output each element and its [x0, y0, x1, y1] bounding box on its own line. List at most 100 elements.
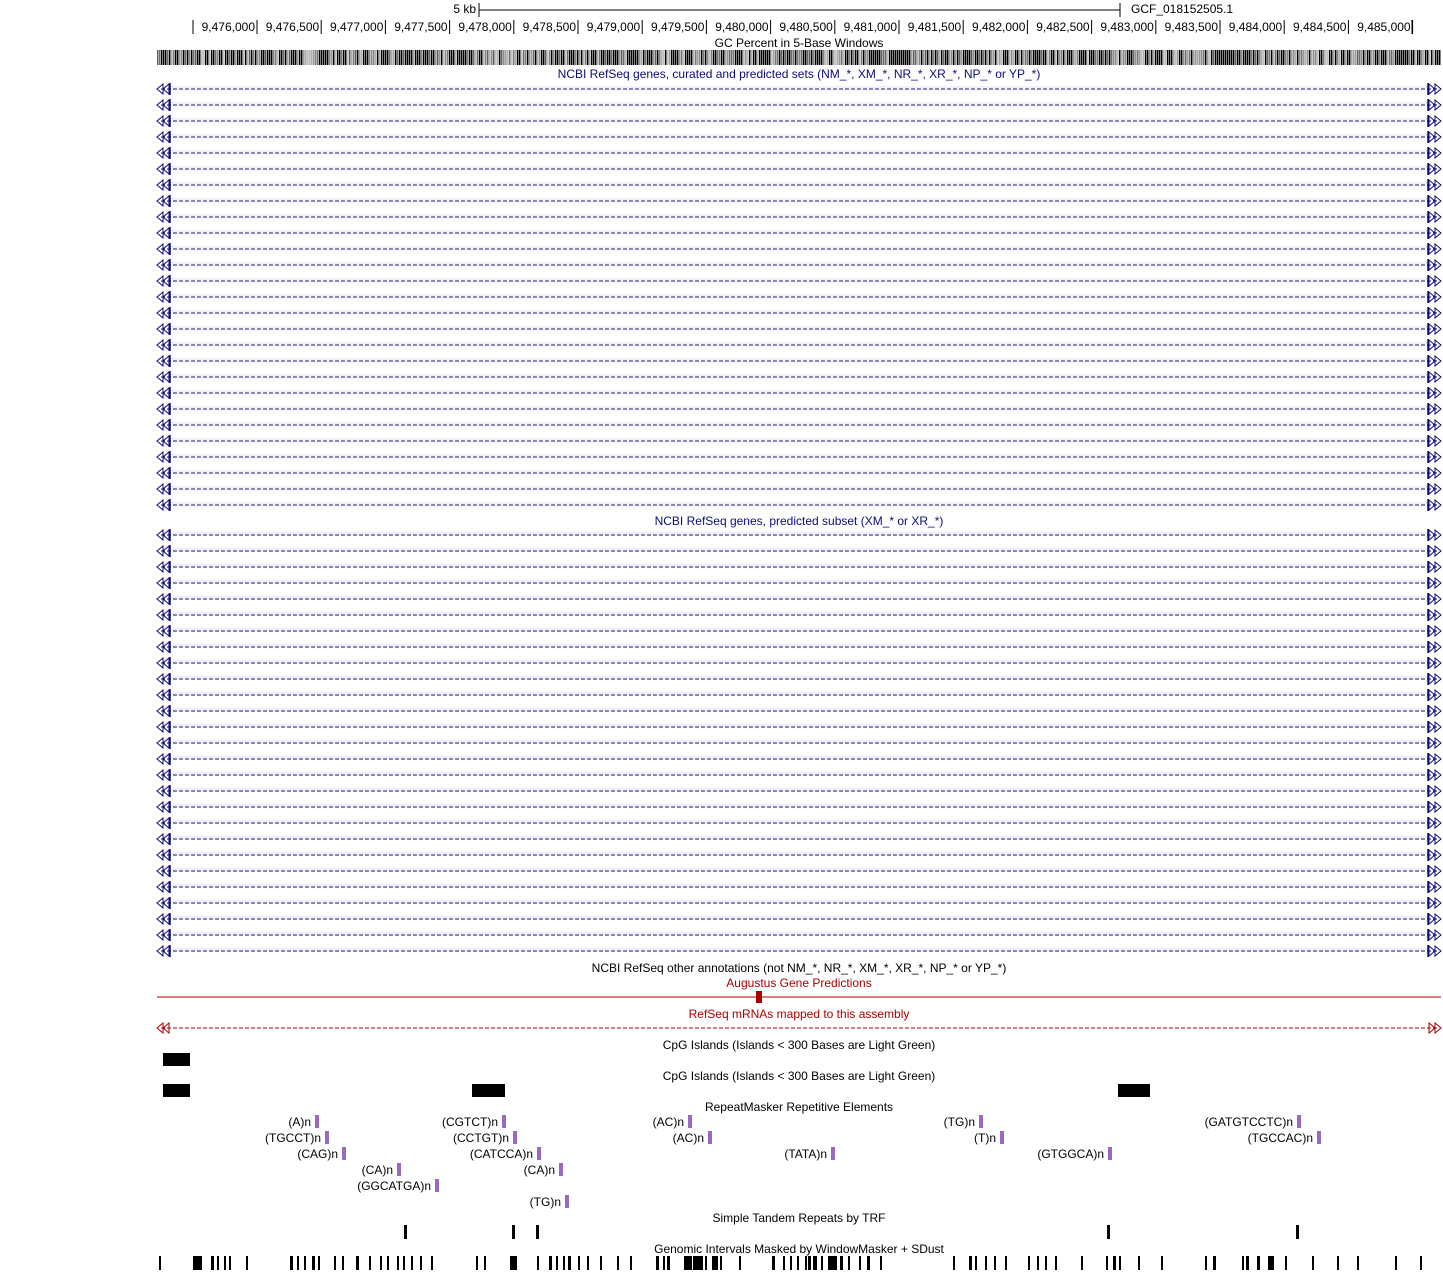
gc-percent-bar — [801, 50, 803, 65]
gc-percent-bar — [327, 50, 329, 65]
gc-percent-bar — [933, 50, 935, 65]
gc-percent-bar — [1433, 50, 1435, 65]
gc-percent-bar — [1099, 50, 1101, 65]
gc-percent-bar — [161, 50, 163, 65]
gc-percent-bar — [819, 50, 821, 65]
transcript-start-arrow — [162, 226, 170, 240]
gc-percent-bar — [1183, 50, 1185, 65]
track-title-refseq-other[interactable]: NCBI RefSeq other annotations (not NM_*,… — [591, 961, 1007, 975]
masked-interval — [783, 1256, 785, 1270]
gc-percent-bar — [1147, 50, 1149, 65]
gc-percent-bar — [1297, 50, 1299, 65]
masked-interval — [1420, 1256, 1422, 1270]
gc-percent-bar — [1279, 50, 1281, 65]
gc-percent-bar — [761, 50, 763, 65]
gc-percent-bar — [957, 50, 959, 65]
gc-percent-bar — [827, 50, 829, 65]
gc-percent-bar — [1243, 50, 1245, 65]
gc-percent-bar — [493, 50, 495, 65]
gc-percent-bar — [647, 50, 649, 65]
masked-interval — [663, 1256, 665, 1270]
repeat-element-label: (GATGTCCTC)n — [1204, 1115, 1293, 1129]
transcript-start-arrow — [162, 194, 170, 208]
gc-percent-bar — [1387, 50, 1389, 65]
repeat-element-label: (AC)n — [672, 1131, 704, 1145]
gc-percent-bar — [1321, 50, 1323, 65]
gc-percent-bar — [655, 50, 657, 65]
gc-percent-bar — [619, 50, 621, 65]
gc-percent-bar — [455, 50, 457, 65]
gc-percent-bar — [1029, 50, 1031, 65]
transcript-start-arrow — [162, 672, 170, 686]
gc-percent-bar — [1159, 50, 1161, 65]
gc-percent-bar — [1003, 50, 1005, 65]
gc-percent-bar — [329, 50, 331, 65]
gc-percent-bar — [803, 50, 805, 65]
gc-percent-bar — [489, 50, 491, 65]
gc-percent-bar — [235, 50, 237, 65]
masked-interval — [290, 1256, 293, 1270]
gc-percent-bar — [1233, 50, 1235, 65]
repeat-element-label: (TG)n — [943, 1115, 975, 1129]
masked-interval — [1161, 1256, 1163, 1270]
gc-percent-bar — [1411, 50, 1413, 65]
gc-percent-bar — [159, 50, 161, 65]
gc-percent-bar — [1031, 50, 1033, 65]
gc-percent-bar — [1375, 50, 1377, 65]
masked-interval — [705, 1256, 707, 1270]
repeat-element-label: (AC)n — [652, 1115, 684, 1129]
gc-percent-bar — [1041, 50, 1043, 65]
masked-interval — [1055, 1256, 1057, 1270]
gc-percent-bar — [703, 50, 705, 65]
track-title-augustus[interactable]: Augustus Gene Predictions — [726, 976, 872, 990]
masked-interval — [476, 1256, 478, 1270]
masked-interval — [772, 1256, 775, 1270]
track-title-gc-percent[interactable]: GC Percent in 5-Base Windows — [714, 36, 884, 50]
gc-percent-bar — [1285, 50, 1287, 65]
gc-percent-bar — [1063, 50, 1065, 65]
gc-percent-bar — [855, 50, 857, 65]
masked-interval — [568, 1256, 571, 1270]
gc-percent-bar — [887, 50, 889, 65]
track-title-cpg-islands-2[interactable]: CpG Islands (Islands < 300 Bases are Lig… — [662, 1069, 936, 1083]
track-title-windowmasker[interactable]: Genomic Intervals Masked by WindowMasker… — [654, 1242, 944, 1256]
gc-percent-bar — [299, 50, 301, 65]
track-title-simple-repeats[interactable]: Simple Tandem Repeats by TRF — [712, 1211, 886, 1225]
track-title-refseq-mrna[interactable]: RefSeq mRNAs mapped to this assembly — [688, 1007, 910, 1021]
gc-percent-bar — [1049, 50, 1051, 65]
gc-percent-bar — [1315, 50, 1317, 65]
gc-percent-bar — [1139, 50, 1141, 65]
gc-percent-bar — [209, 50, 211, 65]
track-title-repeatmasker[interactable]: RepeatMasker Repetitive Elements — [704, 1100, 894, 1114]
gc-percent-bar — [1119, 50, 1121, 65]
gc-percent-bar — [191, 50, 193, 65]
gc-percent-bar — [1071, 50, 1073, 65]
gc-percent-bar — [243, 50, 245, 65]
gc-percent-bar — [305, 50, 307, 65]
gc-percent-bar — [535, 50, 537, 65]
track-title-refseq-predicted[interactable]: NCBI RefSeq genes, predicted subset (XM_… — [654, 514, 944, 528]
gc-percent-bar — [1271, 50, 1273, 65]
gc-percent-bar — [725, 50, 727, 65]
gc-percent-bar — [375, 50, 377, 65]
masked-interval — [537, 1256, 539, 1270]
gc-percent-bar — [265, 50, 267, 65]
gc-percent-bar — [1423, 50, 1425, 65]
gc-percent-bar — [483, 50, 485, 65]
gc-percent-bar — [577, 50, 579, 65]
gc-percent-bar — [1187, 50, 1189, 65]
gc-percent-bar — [585, 50, 587, 65]
scale-bar-label: 5 kb — [453, 2, 476, 16]
track-title-cpg-islands-1[interactable]: CpG Islands (Islands < 300 Bases are Lig… — [662, 1038, 936, 1052]
gc-percent-bar — [517, 50, 519, 65]
gc-percent-bar — [695, 50, 697, 65]
gc-percent-bar — [529, 50, 531, 65]
gc-percent-bar — [1431, 50, 1433, 65]
repeat-element — [315, 1115, 319, 1128]
track-title-refseq-all[interactable]: NCBI RefSeq genes, curated and predicted… — [557, 67, 1041, 81]
gc-percent-bar — [285, 50, 287, 65]
gc-percent-bar — [1163, 50, 1165, 65]
masked-interval — [1312, 1256, 1314, 1270]
